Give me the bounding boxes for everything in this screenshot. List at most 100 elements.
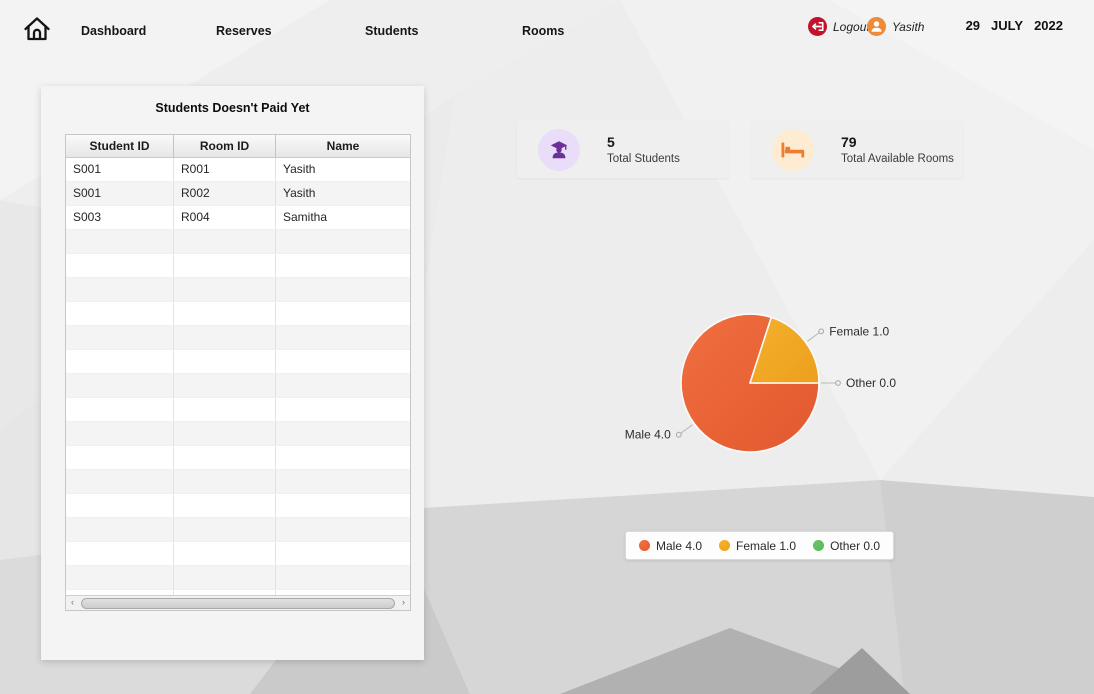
scrollbar-track[interactable] [79, 596, 397, 610]
table-cell [276, 446, 410, 469]
table-row-empty [66, 350, 410, 374]
stat-label: Total Available Rooms [841, 153, 954, 165]
legend-item-other: Other 0.0 [813, 539, 880, 553]
table-cell [276, 422, 410, 445]
legend-label: Male 4.0 [656, 538, 703, 553]
column-header-name[interactable]: Name [276, 135, 410, 158]
table-row-empty [66, 494, 410, 518]
total-students-card: 5 Total Students [517, 121, 729, 178]
scroll-right-button[interactable]: › [402, 597, 405, 607]
gender-pie-chart: Male 4.0 Female 1.0 Other 0.0 [625, 313, 896, 453]
table-row-empty [66, 542, 410, 566]
table-cell [66, 470, 174, 493]
table-cell [66, 542, 174, 565]
logout-icon [808, 17, 827, 36]
table-cell [276, 518, 410, 541]
label-leader-dot [818, 328, 825, 335]
table-cell [276, 542, 410, 565]
stat-icon-circle [772, 128, 814, 171]
unpaid-table: Student ID Room ID Name S001 R001 Yasith S0… [65, 134, 411, 611]
table-cell [174, 278, 276, 301]
scroll-left-button[interactable]: ‹ [71, 597, 74, 607]
table-cell [174, 470, 276, 493]
user-name: Yasith [892, 19, 925, 34]
table-cell: R002 [174, 182, 276, 205]
table-cell [174, 494, 276, 517]
legend-label: Female 1.0 [736, 538, 797, 553]
pie-slice-female [749, 316, 820, 384]
legend-marker [719, 540, 731, 551]
table-header: Student ID Room ID Name [66, 135, 410, 158]
top-nav: Dashboard Reserves Students Rooms Logout… [0, 0, 1094, 57]
nav-dashboard[interactable]: Dashboard [81, 24, 147, 38]
logout-label: Logout [833, 19, 870, 34]
table-cell [276, 566, 410, 589]
table-cell [174, 302, 276, 325]
table-cell: Yasith [283, 186, 316, 200]
table-cell [174, 446, 276, 469]
user-chip[interactable]: Yasith [867, 17, 924, 36]
date-display: 29 JULY 2022 [966, 18, 1063, 33]
legend-item-female: Female 1.0 [719, 539, 796, 553]
table-cell [66, 350, 174, 373]
nav-reserves[interactable]: Reserves [216, 24, 272, 38]
table-row-empty [66, 590, 410, 595]
nav-rooms[interactable]: Rooms [522, 24, 565, 38]
logout-button[interactable]: Logout [808, 17, 870, 36]
table-row-empty [66, 326, 410, 350]
table-cell [174, 518, 276, 541]
graduate-student-icon [550, 140, 568, 158]
nav-students[interactable]: Students [365, 24, 419, 38]
table-row[interactable]: S001 R001 Yasith [66, 158, 410, 182]
stat-icon-circle [538, 128, 580, 171]
table-row-empty [66, 398, 410, 422]
table-cell [66, 518, 174, 541]
date-day: 29 [965, 18, 981, 33]
pie-slice-label: Other 0.0 [846, 376, 896, 390]
table-row-empty [66, 422, 410, 446]
table-row-empty [66, 230, 410, 254]
date-year: 2022 [1034, 18, 1063, 33]
table-cell [174, 326, 276, 349]
legend-marker [813, 540, 825, 551]
table-cell: Yasith [283, 162, 316, 176]
table-cell [66, 398, 174, 421]
table-row-empty [66, 566, 410, 590]
table-cell [276, 278, 410, 301]
stat-label: Total Students [607, 153, 680, 165]
legend-label: Other 0.0 [830, 538, 881, 553]
table-cell: S001 [66, 158, 174, 181]
table-cell [174, 566, 276, 589]
stat-value: 79 [841, 134, 857, 150]
table-cell [66, 566, 174, 589]
chart-legend: Male 4.0 Female 1.0 Other 0.0 [625, 531, 895, 560]
table-cell [66, 302, 174, 325]
panel-title: Students Doesn't Paid Yet [155, 101, 310, 115]
home-icon [24, 17, 50, 41]
column-header-student-id[interactable]: Student ID [66, 135, 174, 158]
table-cell: S003 [66, 206, 174, 229]
table-row[interactable]: S001 R002 Yasith [66, 182, 410, 206]
table-cell [174, 374, 276, 397]
table-row-empty [66, 302, 410, 326]
legend-marker [639, 540, 650, 551]
table-row[interactable]: S003 R004 Samitha [66, 206, 410, 230]
legend-item-male: Male 4.0 [639, 539, 702, 553]
home-button[interactable] [22, 12, 52, 44]
table-cell [174, 398, 276, 421]
table-cell [66, 494, 174, 517]
table-cell [66, 230, 174, 253]
horizontal-scrollbar[interactable]: ‹ › [66, 595, 410, 610]
table-row-empty [66, 254, 410, 278]
pie-slice-label: Female 1.0 [829, 324, 889, 338]
table-cell [276, 302, 410, 325]
table-cell [66, 254, 174, 277]
table-cell: Samitha [283, 210, 328, 224]
scrollbar-thumb[interactable] [81, 597, 395, 609]
table-cell [276, 254, 410, 277]
table-cell: S001 [66, 182, 174, 205]
column-header-room-id[interactable]: Room ID [174, 135, 276, 158]
table-cell [174, 254, 276, 277]
date-month: JULY [991, 18, 1024, 33]
table-cell [276, 398, 410, 421]
